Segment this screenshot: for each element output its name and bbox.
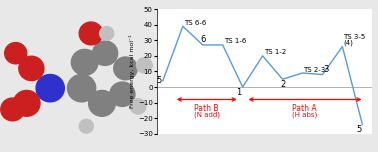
Circle shape — [110, 82, 135, 106]
Text: 2: 2 — [280, 80, 285, 89]
Text: TS 1-6: TS 1-6 — [224, 38, 246, 45]
Circle shape — [79, 119, 93, 133]
Circle shape — [13, 90, 40, 116]
Text: Path A: Path A — [292, 104, 317, 113]
Text: 5: 5 — [356, 125, 361, 134]
Text: 6: 6 — [200, 35, 205, 45]
Circle shape — [1, 98, 24, 121]
Text: (N add): (N add) — [194, 111, 220, 118]
Circle shape — [5, 43, 27, 64]
Y-axis label: Free energy, kcal mol⁻¹: Free energy, kcal mol⁻¹ — [129, 35, 135, 108]
Circle shape — [71, 49, 98, 75]
Text: TS 2-3: TS 2-3 — [304, 67, 326, 73]
Circle shape — [36, 74, 64, 102]
Circle shape — [114, 57, 137, 80]
Text: 3: 3 — [324, 65, 329, 74]
Text: 5: 5 — [156, 76, 162, 85]
Circle shape — [100, 27, 114, 40]
Circle shape — [88, 90, 115, 116]
Text: TS 6-6: TS 6-6 — [184, 20, 206, 26]
Circle shape — [136, 58, 152, 73]
Text: Path B: Path B — [195, 104, 219, 113]
Circle shape — [130, 99, 146, 114]
Text: TS 3-5
(4): TS 3-5 (4) — [343, 34, 366, 46]
Circle shape — [79, 22, 103, 45]
Text: TS 1-2: TS 1-2 — [263, 49, 286, 55]
Text: 1: 1 — [236, 88, 242, 97]
Circle shape — [19, 56, 44, 81]
Circle shape — [93, 41, 118, 65]
Circle shape — [67, 74, 96, 102]
Text: (H abs): (H abs) — [292, 111, 317, 118]
